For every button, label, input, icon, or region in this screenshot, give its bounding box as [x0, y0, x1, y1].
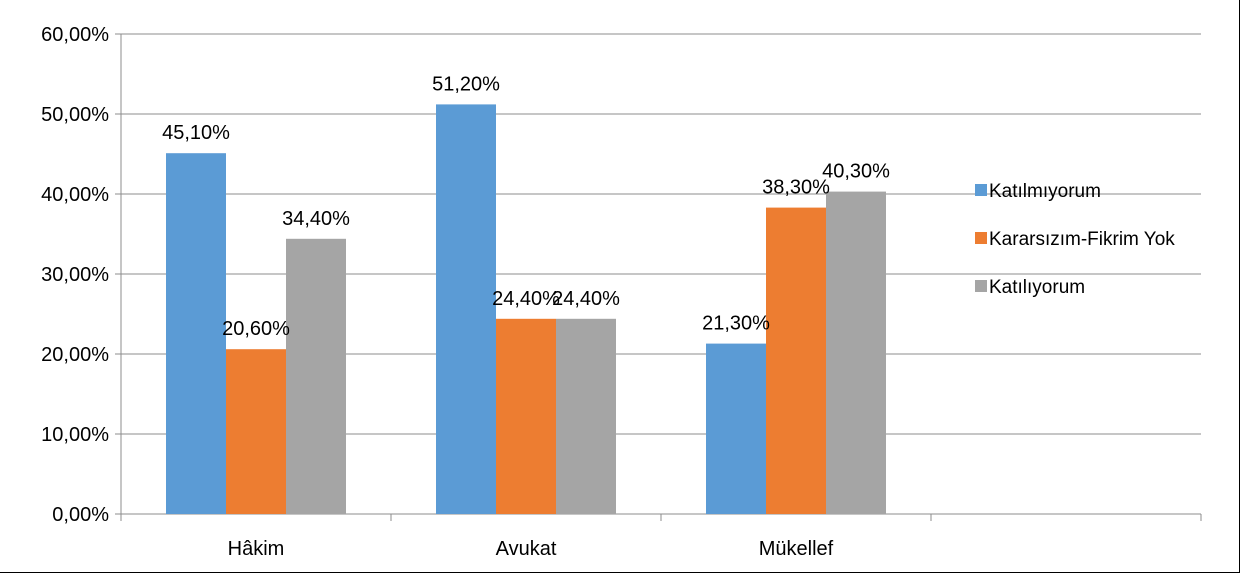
legend-swatch [975, 280, 987, 292]
legend-label: Katılmıyorum [989, 181, 1101, 202]
data-label: 21,30% [702, 313, 770, 335]
data-label: 34,40% [282, 208, 350, 230]
legend-swatch [975, 232, 987, 244]
legend-label: Katılıyorum [989, 277, 1085, 298]
bar [826, 191, 886, 514]
x-category-label: Avukat [496, 538, 557, 560]
bars [166, 104, 886, 515]
bar [286, 238, 346, 515]
y-tick-label: 30,00% [41, 264, 109, 286]
bar [706, 343, 766, 514]
legend-label: Kararsızım-Fikrim Yok [989, 229, 1175, 250]
x-axis: Hâkim Avukat Mükellef [120, 513, 1202, 560]
bar [166, 153, 226, 514]
y-tick-label: 60,00% [41, 24, 109, 46]
data-label: 40,30% [822, 161, 890, 183]
y-tick-label: 40,00% [41, 184, 109, 206]
legend-swatch [975, 184, 987, 196]
legend: Katılmıyorum Kararsızım-Fikrim Yok Katılıy… [975, 181, 1175, 298]
data-labels: 45,10% 20,60% 34,40% 51,20% 24,40%24,40% 21,3… [162, 73, 890, 340]
data-label: 38,30% [762, 177, 830, 199]
bar [556, 318, 616, 514]
data-label: 51,20% [432, 73, 500, 95]
data-label: 24,40% [552, 288, 620, 310]
y-tick-label: 0,00% [52, 504, 109, 526]
gridlines [121, 33, 1201, 435]
bar [436, 104, 496, 515]
y-tick-label: 10,00% [41, 424, 109, 446]
data-label: 20,60% [222, 318, 290, 340]
y-tick-label: 20,00% [41, 344, 109, 366]
y-axis: 0,00% 10,00% 20,00% 30,00% 40,00% 50,00% 60,00… [41, 24, 122, 526]
x-category-label: Hâkim [228, 538, 285, 560]
bar [496, 318, 556, 514]
data-label: 45,10% [162, 122, 230, 144]
data-label: 24,40% [492, 288, 560, 310]
bar [226, 349, 286, 514]
y-tick-label: 50,00% [41, 104, 109, 126]
bar [766, 207, 826, 514]
x-category-label: Mükellef [759, 538, 834, 560]
